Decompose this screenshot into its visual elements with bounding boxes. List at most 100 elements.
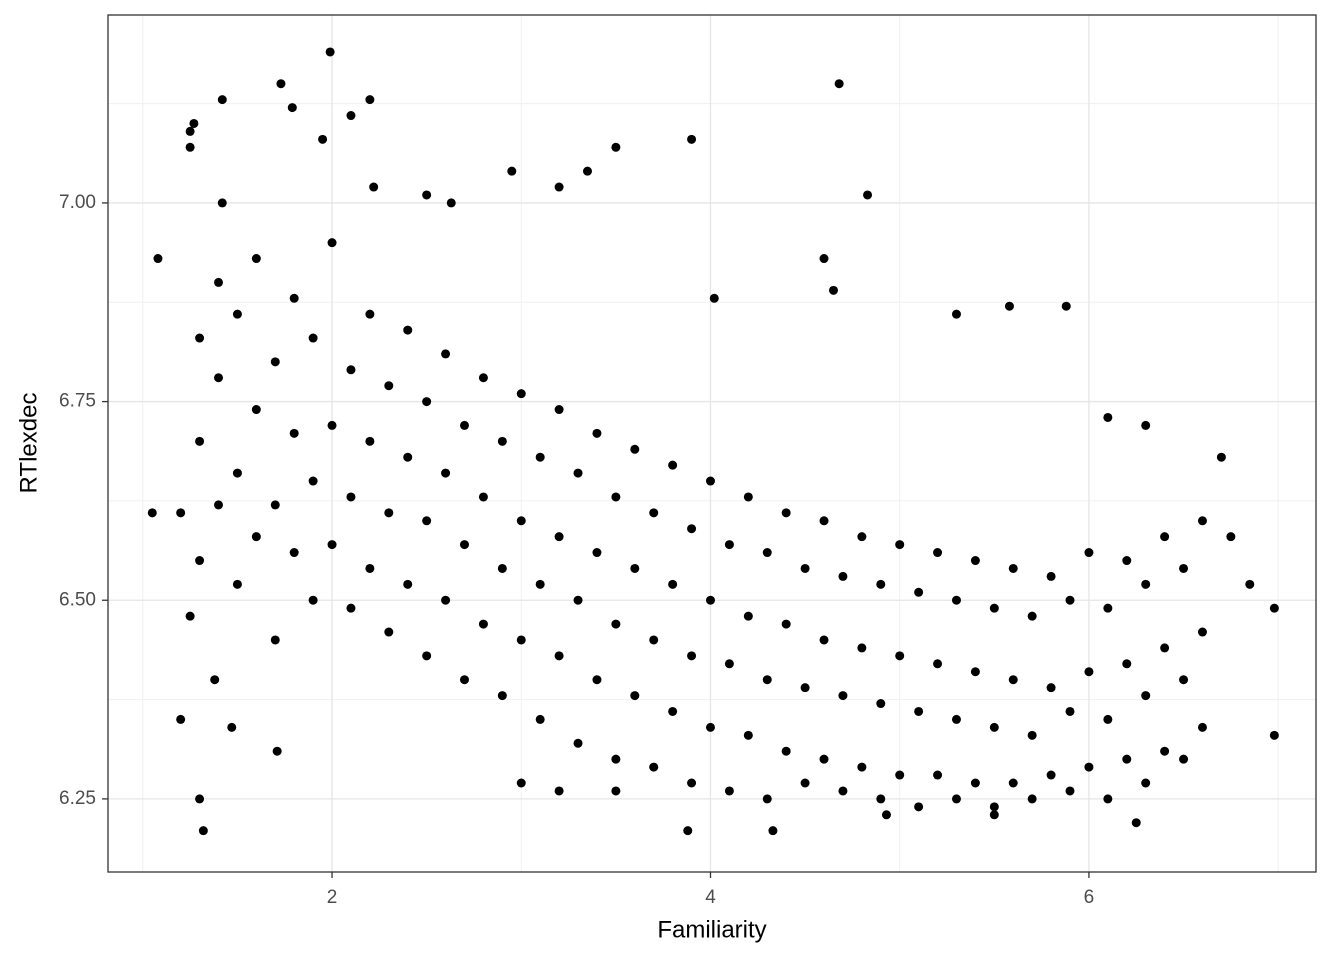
point bbox=[1084, 762, 1094, 772]
point bbox=[611, 619, 621, 629]
point bbox=[876, 794, 886, 804]
point bbox=[895, 651, 905, 661]
point bbox=[214, 277, 224, 287]
point bbox=[951, 309, 961, 319]
point bbox=[762, 675, 772, 685]
point bbox=[863, 190, 873, 200]
point bbox=[346, 603, 356, 613]
point bbox=[327, 540, 337, 550]
point bbox=[217, 95, 227, 105]
point bbox=[914, 802, 924, 812]
point bbox=[592, 675, 602, 685]
point bbox=[724, 786, 734, 796]
point bbox=[1197, 516, 1207, 526]
point bbox=[1065, 706, 1075, 716]
point bbox=[289, 548, 299, 558]
point bbox=[1084, 548, 1094, 558]
point bbox=[705, 722, 715, 732]
point bbox=[369, 182, 379, 192]
point bbox=[687, 524, 697, 534]
point bbox=[649, 762, 659, 772]
point bbox=[668, 706, 678, 716]
point bbox=[743, 611, 753, 621]
point bbox=[270, 357, 280, 367]
point bbox=[346, 111, 356, 121]
point bbox=[516, 778, 526, 788]
point bbox=[724, 540, 734, 550]
point bbox=[1061, 301, 1071, 311]
point bbox=[970, 556, 980, 566]
point bbox=[1216, 452, 1226, 462]
point bbox=[403, 579, 413, 589]
point bbox=[516, 516, 526, 526]
point bbox=[762, 794, 772, 804]
point bbox=[176, 508, 186, 518]
point bbox=[384, 381, 394, 391]
point bbox=[1027, 730, 1037, 740]
point bbox=[838, 786, 848, 796]
x-axis-title: Familiarity bbox=[657, 916, 766, 943]
point bbox=[478, 492, 488, 502]
point bbox=[365, 95, 375, 105]
point bbox=[1160, 746, 1170, 756]
point bbox=[153, 254, 163, 264]
point bbox=[195, 556, 205, 566]
point bbox=[554, 651, 564, 661]
point bbox=[768, 826, 778, 836]
point bbox=[535, 714, 545, 724]
point bbox=[800, 683, 810, 693]
point bbox=[573, 595, 583, 605]
point bbox=[573, 738, 583, 748]
point bbox=[346, 492, 356, 502]
point bbox=[346, 365, 356, 375]
point bbox=[535, 452, 545, 462]
point bbox=[743, 730, 753, 740]
point bbox=[989, 603, 999, 613]
point bbox=[1197, 722, 1207, 732]
point bbox=[989, 802, 999, 812]
point bbox=[838, 571, 848, 581]
point bbox=[459, 540, 469, 550]
point bbox=[365, 309, 375, 319]
point bbox=[185, 611, 195, 621]
point bbox=[1084, 667, 1094, 677]
point bbox=[1141, 778, 1151, 788]
point bbox=[270, 635, 280, 645]
point bbox=[895, 540, 905, 550]
point bbox=[289, 428, 299, 438]
point bbox=[217, 198, 227, 208]
point bbox=[327, 420, 337, 430]
point bbox=[1269, 603, 1279, 613]
point bbox=[649, 635, 659, 645]
point bbox=[819, 254, 829, 264]
point bbox=[881, 810, 891, 820]
point bbox=[251, 254, 261, 264]
point bbox=[709, 293, 719, 303]
point bbox=[895, 770, 905, 780]
y-tick-label: 6.50 bbox=[59, 589, 96, 610]
point bbox=[914, 587, 924, 597]
point bbox=[933, 548, 943, 558]
point bbox=[459, 675, 469, 685]
point bbox=[687, 134, 697, 144]
point bbox=[951, 714, 961, 724]
point bbox=[781, 746, 791, 756]
point bbox=[403, 325, 413, 335]
point bbox=[478, 619, 488, 629]
point bbox=[687, 651, 697, 661]
point bbox=[1141, 579, 1151, 589]
point bbox=[687, 778, 697, 788]
point bbox=[762, 548, 772, 558]
point bbox=[1179, 563, 1189, 573]
point bbox=[308, 333, 318, 343]
point bbox=[1122, 659, 1132, 669]
point bbox=[384, 627, 394, 637]
point bbox=[819, 516, 829, 526]
point bbox=[857, 643, 867, 653]
point bbox=[1269, 730, 1279, 740]
point bbox=[185, 142, 195, 152]
point bbox=[705, 595, 715, 605]
point bbox=[554, 786, 564, 796]
point bbox=[1027, 611, 1037, 621]
